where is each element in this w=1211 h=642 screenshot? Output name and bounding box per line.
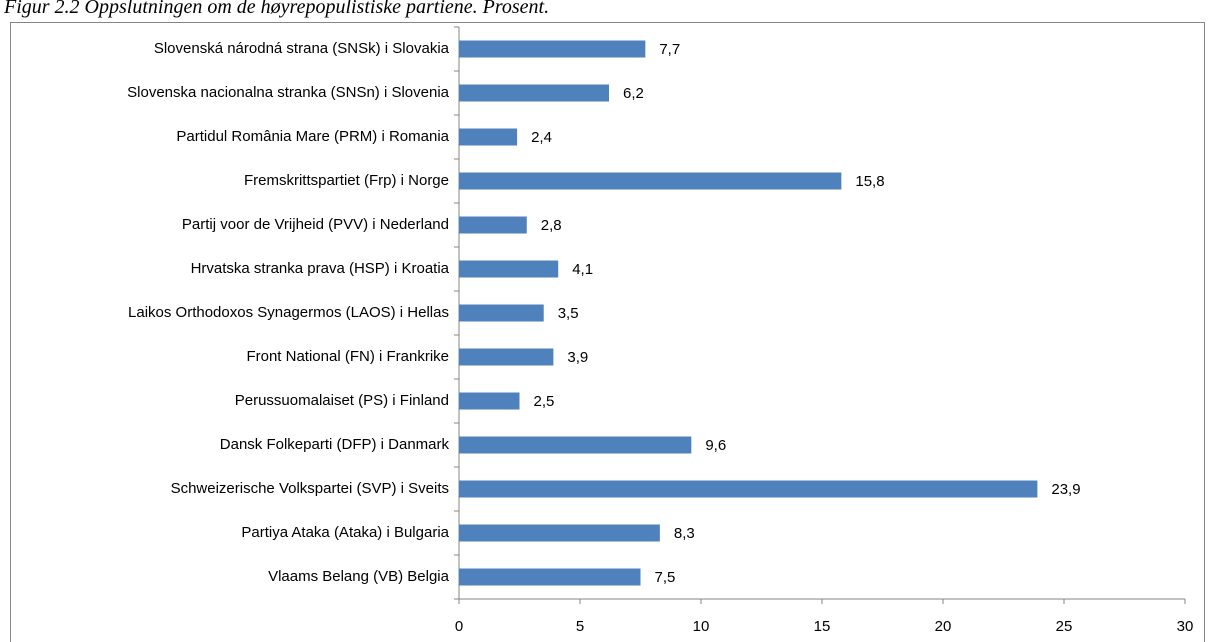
x-tick-label: 0 bbox=[455, 618, 463, 635]
bar bbox=[459, 568, 641, 586]
y-tick-label: Hrvatska stranka prava (HSP) i Kroatia bbox=[191, 260, 450, 277]
x-tick-label: 15 bbox=[814, 618, 831, 635]
value-label: 23,9 bbox=[1051, 481, 1080, 498]
bar bbox=[459, 128, 518, 146]
y-tick-label: Laikos Orthodoxos Synagermos (LAOS) i He… bbox=[128, 304, 449, 321]
value-label: 7,7 bbox=[659, 41, 680, 58]
y-tick-label: Perussuomalaiset (PS) i Finland bbox=[235, 392, 449, 409]
bar bbox=[459, 304, 544, 322]
value-label: 4,1 bbox=[572, 261, 593, 278]
x-tick-label: 25 bbox=[1056, 618, 1073, 635]
x-tick-label: 10 bbox=[693, 618, 710, 635]
bar bbox=[459, 480, 1038, 498]
value-label: 2,5 bbox=[534, 393, 555, 410]
x-tick-label: 30 bbox=[1177, 618, 1194, 635]
y-tick-label: Schweizerische Volkspartei (SVP) i Sveit… bbox=[171, 480, 449, 497]
y-tick-label: Partidul România Mare (PRM) i Romania bbox=[176, 128, 449, 145]
bar bbox=[459, 216, 527, 234]
bar bbox=[459, 40, 646, 58]
y-tick-label: Slovenská národná strana (SNSk) i Slovak… bbox=[154, 40, 450, 57]
bar bbox=[459, 260, 559, 278]
bar bbox=[459, 348, 554, 366]
bar bbox=[459, 392, 520, 410]
value-label: 15,8 bbox=[855, 173, 884, 190]
y-tick-label: Dansk Folkeparti (DFP) i Danmark bbox=[220, 436, 450, 453]
bar bbox=[459, 524, 660, 542]
value-label: 8,3 bbox=[674, 525, 695, 542]
y-tick-label: Partiya Ataka (Ataka) i Bulgaria bbox=[241, 524, 449, 541]
value-label: 3,9 bbox=[567, 349, 588, 366]
bar bbox=[459, 84, 610, 102]
y-tick-label: Fremskrittspartiet (Frp) i Norge bbox=[244, 172, 449, 189]
value-label: 9,6 bbox=[705, 437, 726, 454]
value-label: 3,5 bbox=[558, 305, 579, 322]
value-label: 2,4 bbox=[531, 129, 552, 146]
chart-title: Figur 2.2 Oppslutningen om de høyrepopul… bbox=[3, 0, 549, 18]
bar bbox=[459, 172, 842, 190]
y-tick-label: Vlaams Belang (VB) Belgia bbox=[268, 568, 450, 585]
chart-border bbox=[10, 22, 1205, 642]
value-label: 6,2 bbox=[623, 85, 644, 102]
x-tick-label: 5 bbox=[576, 618, 584, 635]
y-tick-label: Slovenska nacionalna stranka (SNSn) i Sl… bbox=[127, 84, 449, 101]
y-tick-label: Front National (FN) i Frankrike bbox=[246, 348, 449, 365]
y-tick-label: Partij voor de Vrijheid (PVV) i Nederlan… bbox=[182, 216, 449, 233]
value-label: 7,5 bbox=[655, 569, 676, 586]
value-label: 2,8 bbox=[541, 217, 562, 234]
x-tick-label: 20 bbox=[935, 618, 952, 635]
bar bbox=[459, 436, 692, 454]
